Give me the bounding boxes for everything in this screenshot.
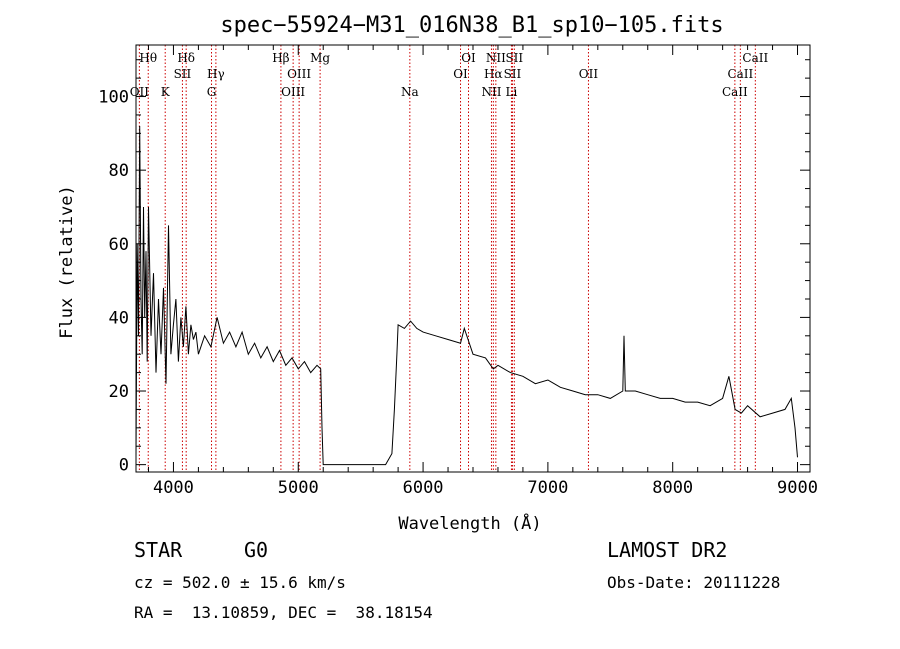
line-marker-label: K	[161, 85, 171, 99]
x-tick-label: 8000	[652, 478, 693, 498]
line-marker-label: Hδ	[177, 51, 195, 65]
line-marker-label: Na	[401, 85, 419, 99]
line-marker-label: CaII	[722, 85, 748, 99]
line-marker-label: NII	[486, 51, 506, 65]
x-tick-label: 7000	[527, 478, 568, 498]
line-marker-label: Hα	[484, 67, 503, 81]
plot-frame	[135, 44, 811, 473]
line-marker-label: OI	[461, 51, 476, 65]
y-tick-label: 20	[109, 382, 129, 402]
line-marker-label: SII	[174, 67, 192, 81]
line-marker-label: Mg	[310, 51, 330, 65]
line-marker-label: Hβ	[272, 51, 289, 65]
y-axis-label: Flux (relative)	[57, 185, 77, 339]
line-marker-label: Hγ	[207, 67, 225, 81]
y-tick-label: 80	[109, 161, 129, 181]
line-marker-label: Li	[506, 85, 518, 99]
line-marker-label: NII	[481, 85, 501, 99]
line-marker-label: CaII	[742, 51, 768, 65]
x-tick-label: 6000	[403, 478, 444, 498]
class-label: STAR	[134, 538, 183, 562]
line-marker-label: OII	[579, 67, 599, 81]
y-tick-label: 100	[98, 88, 129, 108]
line-marker-label: G	[207, 85, 217, 99]
survey-label: LAMOST DR2	[607, 538, 728, 562]
line-marker-label: SII	[505, 51, 523, 65]
y-tick-label: 0	[119, 456, 129, 476]
y-tick-label: 40	[109, 308, 129, 328]
line-marker-label: OII	[130, 85, 150, 99]
line-marker-label: OIII	[287, 67, 311, 81]
coordinates-text: RA = 13.10859, DEC = 38.18154	[134, 603, 433, 622]
y-tick-label: 60	[109, 235, 129, 255]
line-marker-label: CaII	[727, 67, 753, 81]
x-axis-label: Wavelength (Å)	[398, 512, 541, 534]
line-marker-label: SII	[504, 67, 522, 81]
line-marker-label: OIII	[281, 85, 305, 99]
x-tick-label: 4000	[153, 478, 194, 498]
x-tick-label: 9000	[777, 478, 818, 498]
subclass-label: G0	[244, 538, 269, 562]
chart-title: spec−55924−M31_016N38_B1_sp10−105.fits	[220, 13, 723, 38]
x-tick-label: 5000	[278, 478, 319, 498]
line-marker-label: Hθ	[139, 51, 157, 65]
spectrum-line	[135, 125, 798, 466]
spectral-line-markers: Hθ OII K Hδ SII Hγ G Hβ OIII OIII Mg Na OI OI NII Hα NII…	[130, 45, 768, 472]
obs-date-text: Obs-Date: 20111228	[607, 573, 781, 592]
redshift-text: cz = 502.0 ± 15.6 km/s	[134, 573, 346, 592]
plot-axes: 4000 5000 6000 7000 8000 9000 0 20 40 60 80 100	[98, 44, 818, 498]
line-marker-label: OI	[453, 67, 468, 81]
